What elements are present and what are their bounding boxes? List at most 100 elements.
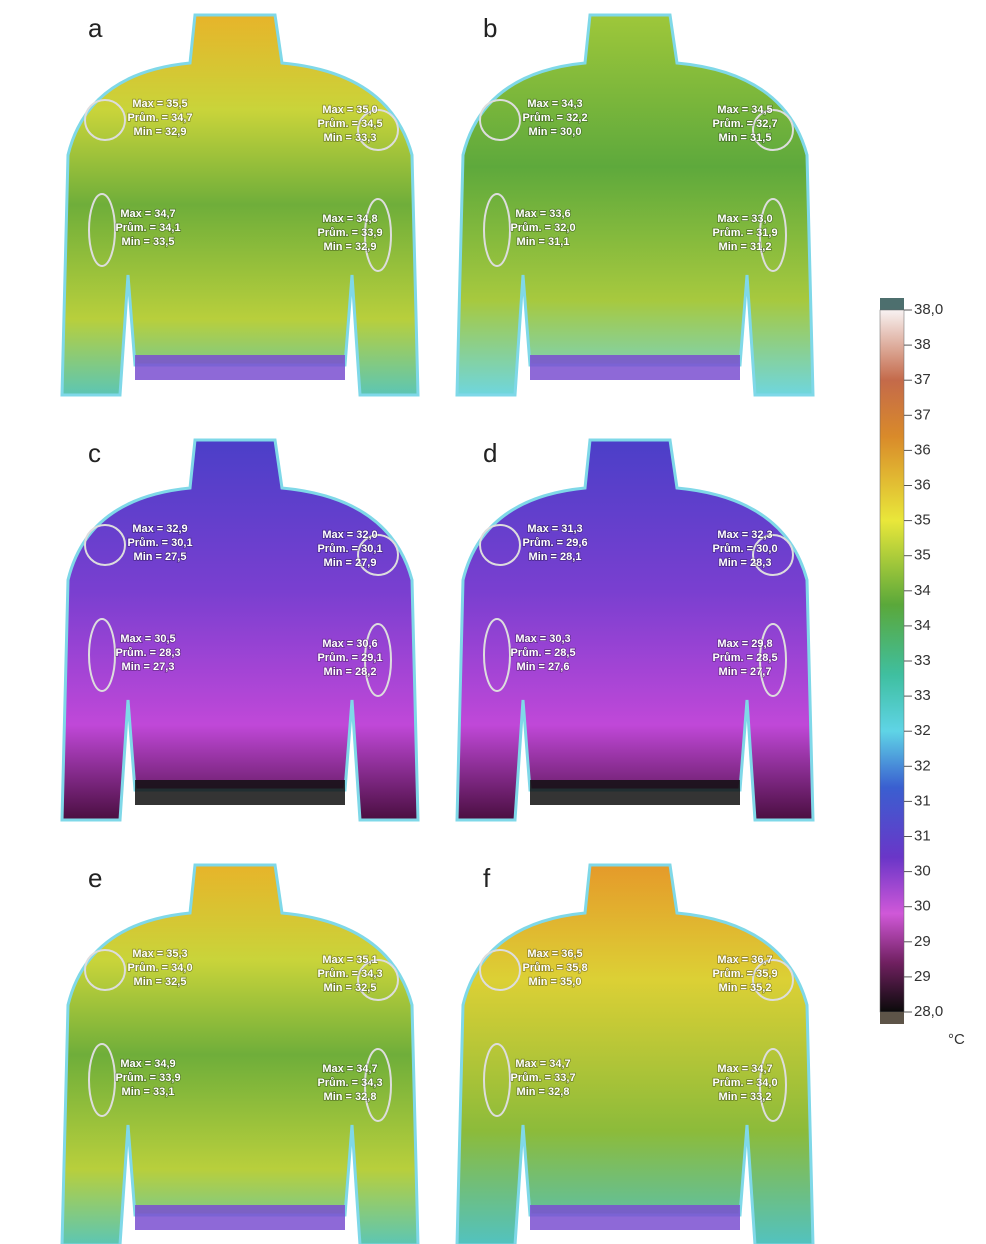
scale-tick-label: 35 [914, 547, 931, 564]
scale-tick-label: 34 [914, 617, 931, 634]
roi-stat: Min = 32,8 [324, 1091, 377, 1103]
roi-stat: Prům. = 34,0 [712, 1077, 777, 1089]
roi-stat: Max = 34,7 [120, 208, 175, 220]
body-thermogram [62, 440, 418, 820]
scale-tick-label: 36 [914, 476, 931, 493]
scale-tick-label: 35 [914, 512, 931, 529]
roi-stat: Prům. = 32,7 [712, 118, 777, 130]
waistband [135, 355, 345, 380]
waistband [135, 1205, 345, 1230]
roi-stat: Prům. = 32,2 [522, 112, 587, 124]
scale-tick-label: 28,0 [914, 1003, 943, 1020]
body-thermogram [457, 440, 813, 820]
roi-stat: Min = 27,5 [134, 551, 187, 563]
scale-tick-label: 33 [914, 652, 931, 669]
body-thermogram [457, 865, 813, 1244]
panel-label: a [88, 13, 103, 43]
scale-tick-label: 36 [914, 441, 931, 458]
scale-tick-label: 29 [914, 933, 931, 950]
scale-tick-label: 38,0 [914, 301, 943, 318]
roi-stat: Prům. = 30,1 [127, 537, 192, 549]
roi-stat: Prům. = 29,1 [317, 652, 382, 664]
roi-stat: Max = 34,7 [322, 1063, 377, 1075]
roi-stat: Min = 28,1 [529, 551, 582, 563]
roi-stat: Prům. = 34,5 [317, 118, 382, 130]
roi-stat: Max = 35,1 [322, 954, 377, 966]
roi-stat: Min = 32,5 [324, 982, 377, 994]
body-thermogram [457, 15, 813, 395]
scale-unit: °C [948, 1031, 965, 1048]
roi-stat: Max = 30,6 [322, 638, 377, 650]
roi-stat: Min = 33,5 [122, 236, 175, 248]
panel-label: e [88, 863, 102, 893]
roi-stat: Max = 34,5 [717, 104, 772, 116]
roi-stat: Max = 34,8 [322, 213, 377, 225]
roi-stat: Max = 30,3 [515, 633, 570, 645]
thermogram-panel: cMax = 32,9Prům. = 30,1Min = 27,5Max = 3… [62, 438, 418, 820]
roi-stat: Max = 33,6 [515, 208, 570, 220]
roi-stat: Min = 32,5 [134, 976, 187, 988]
roi-stat: Min = 32,8 [517, 1086, 570, 1098]
roi-stat: Prům. = 34,3 [317, 968, 382, 980]
waistband [530, 780, 740, 805]
roi-stat: Min = 27,6 [517, 661, 570, 673]
roi-stat: Max = 34,9 [120, 1058, 175, 1070]
roi-stat: Min = 33,3 [324, 132, 377, 144]
roi-stat: Prům. = 34,3 [317, 1077, 382, 1089]
roi-stat: Max = 32,3 [717, 529, 772, 541]
roi-stat: Min = 31,5 [719, 132, 772, 144]
waistband [530, 355, 740, 380]
body-thermogram [62, 15, 418, 395]
body-thermogram [62, 865, 418, 1244]
color-scale [880, 298, 904, 1024]
scale-tick-label: 31 [914, 827, 931, 844]
panel-label: d [483, 438, 497, 468]
scale-tick-label: 38 [914, 336, 931, 353]
roi-stat: Min = 28,2 [324, 666, 377, 678]
roi-stat: Min = 32,9 [134, 126, 187, 138]
roi-stat: Min = 28,3 [719, 557, 772, 569]
scale-tick-label: 32 [914, 757, 931, 774]
roi-stat: Max = 36,5 [527, 948, 582, 960]
roi-stat: Prům. = 34,1 [115, 222, 180, 234]
roi-stat: Min = 32,9 [324, 241, 377, 253]
panel-label: b [483, 13, 497, 43]
roi-stat: Min = 35,2 [719, 982, 772, 994]
roi-stat: Prům. = 33,9 [115, 1072, 180, 1084]
roi-stat: Min = 31,1 [517, 236, 570, 248]
roi-stat: Prům. = 29,6 [522, 537, 587, 549]
roi-stat: Prům. = 28,5 [510, 647, 575, 659]
scale-tick-label: 30 [914, 863, 931, 880]
roi-stat: Max = 33,0 [717, 213, 772, 225]
roi-stat: Max = 36,7 [717, 954, 772, 966]
roi-stat: Min = 27,7 [719, 666, 772, 678]
roi-stat: Max = 34,3 [527, 98, 582, 110]
roi-stat: Prům. = 30,0 [712, 543, 777, 555]
roi-stat: Max = 32,0 [322, 529, 377, 541]
scale-tick-label: 37 [914, 371, 931, 388]
waistband [135, 780, 345, 805]
roi-stat: Min = 30,0 [529, 126, 582, 138]
roi-stat: Min = 31,2 [719, 241, 772, 253]
roi-stat: Prům. = 28,3 [115, 647, 180, 659]
roi-stat: Prům. = 33,9 [317, 227, 382, 239]
roi-stat: Prům. = 31,9 [712, 227, 777, 239]
roi-stat: Max = 29,8 [717, 638, 772, 650]
roi-stat: Prům. = 35,8 [522, 962, 587, 974]
waistband [530, 1205, 740, 1230]
roi-stat: Prům. = 30,1 [317, 543, 382, 555]
roi-stat: Prům. = 28,5 [712, 652, 777, 664]
roi-stat: Min = 33,2 [719, 1091, 772, 1103]
roi-stat: Max = 35,0 [322, 104, 377, 116]
roi-stat: Min = 27,3 [122, 661, 175, 673]
thermogram-panel: aMax = 35,5Prům. = 34,7Min = 32,9Max = 3… [62, 13, 418, 395]
roi-stat: Max = 34,7 [515, 1058, 570, 1070]
roi-stat: Prům. = 34,7 [127, 112, 192, 124]
panel-label: c [88, 438, 101, 468]
roi-stat: Prům. = 34,0 [127, 962, 192, 974]
roi-stat: Max = 35,3 [132, 948, 187, 960]
scale-tick-label: 32 [914, 722, 931, 739]
scale-tick-label: 29 [914, 968, 931, 985]
scale-tick-label: 37 [914, 406, 931, 423]
